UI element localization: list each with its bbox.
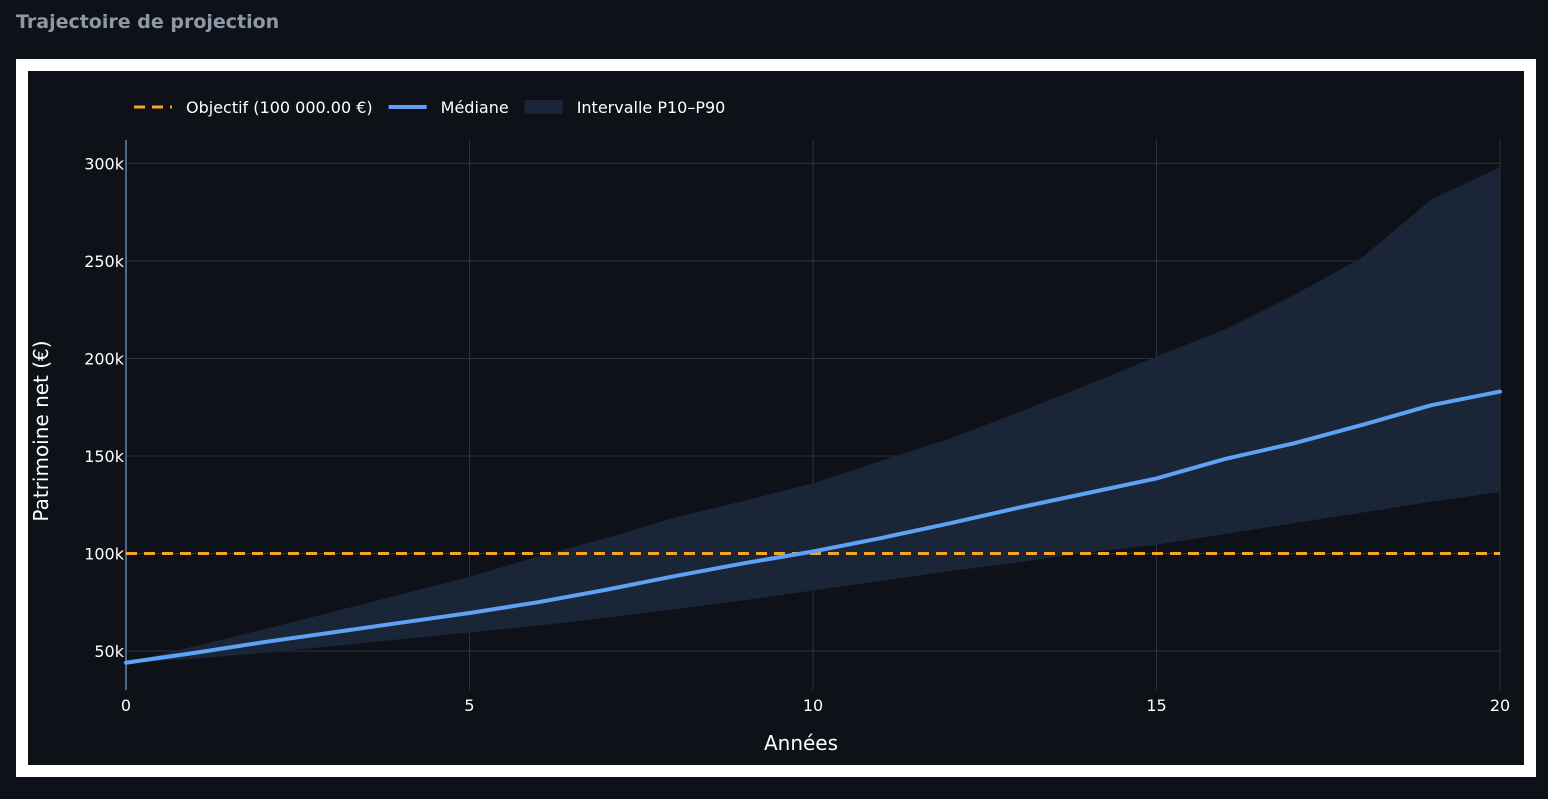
y-tick-label: 250k [84,252,125,271]
x-tick-label: 20 [1490,696,1510,715]
x-tick-label: 0 [121,696,131,715]
y-tick-label: 200k [84,349,125,368]
chart-frame: 50k 100k 150k 200k 250k 300k 0 5 10 15 20 Années P… [16,59,1536,777]
legend-label: Intervalle P10–P90 [577,98,726,117]
y-tick-label: 100k [84,544,125,563]
p10-p90-band [126,167,1500,663]
legend-label: Objectif (100 000.00 €) [186,98,373,117]
y-tick-label: 50k [94,642,124,661]
median-line [124,389,1502,665]
x-tick-label: 5 [464,696,474,715]
chart-area: 50k 100k 150k 200k 250k 300k 0 5 10 15 20 Années P… [28,71,1524,765]
legend-item: Médiane [388,98,509,117]
legend-item: Objectif (100 000.00 €) [134,98,373,117]
section-title: Trajectoire de projection [16,11,280,33]
axis-layer: 50k 100k 150k 200k 250k 300k 0 5 10 15 20 [84,154,1510,715]
legend: Objectif (100 000.00 €) Médiane Intervalle… [134,98,725,117]
legend-swatch-band [524,100,563,114]
y-tick-label: 300k [84,154,125,173]
legend-label: Médiane [441,98,509,117]
y-tick-label: 150k [84,447,125,466]
projection-chart: 50k 100k 150k 200k 250k 300k 0 5 10 15 20 Années P… [29,98,1510,755]
line-layer [124,389,1502,665]
x-tick-label: 15 [1146,696,1166,715]
band-layer [126,167,1500,663]
x-axis-title: Années [764,731,838,755]
legend-item: Intervalle P10–P90 [524,98,726,117]
x-tick-label: 10 [803,696,823,715]
y-axis-title: Patrimoine net (€) [29,340,53,521]
